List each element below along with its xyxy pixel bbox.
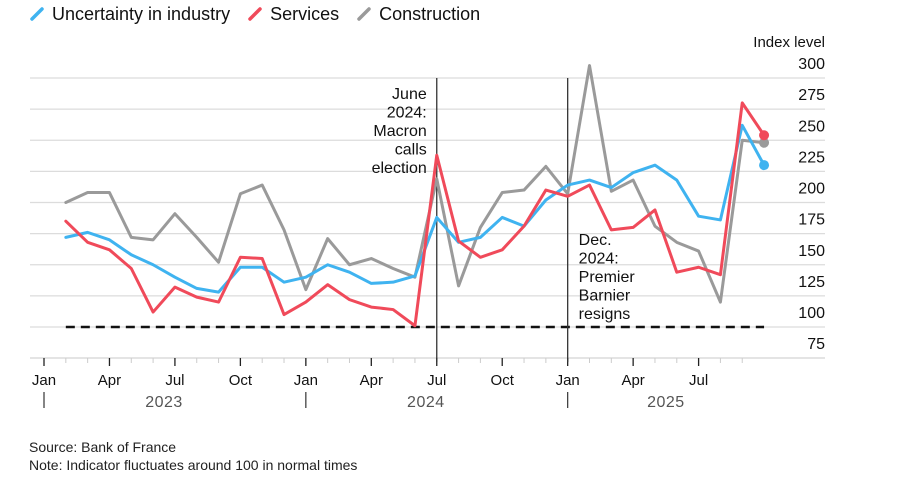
year-label: 2024 [407, 394, 445, 411]
series-line-uncertainty-in-industry [64, 123, 766, 294]
annotation-text: calls [395, 142, 427, 159]
y-tick-label: 275 [798, 87, 825, 104]
legend-item: Services [248, 4, 339, 25]
y-tick-label: 250 [798, 118, 825, 135]
x-tick-label: Apr [360, 372, 383, 389]
legend-item: Construction [357, 4, 480, 25]
line-chart: Index level 300 275 250 225 200 175 150 125 100 75… [30, 34, 825, 411]
x-axis: Jan Apr Jul Oct Jan Apr Jul Oct Jan Apr Jul 2023 202… [30, 357, 825, 411]
annotation-text: Macron [373, 123, 426, 140]
x-tick-label: Jan [556, 372, 580, 389]
footnote: Note: Indicator fluctuates around 100 in… [29, 457, 358, 473]
legend-label: Uncertainty in industry [52, 3, 231, 24]
annotation-lines [436, 78, 569, 362]
x-tick-label: Jan [294, 372, 318, 389]
x-tick-label: Jul [165, 372, 184, 389]
y-axis-title: Index level [753, 34, 825, 51]
y-tick-label: 100 [798, 305, 825, 322]
series-endpoint-construction [759, 137, 770, 148]
annotation-text: Dec. [579, 232, 612, 249]
y-tick-label: 175 [798, 212, 825, 229]
x-tick-label: Oct [491, 372, 515, 389]
x-tick-label: Jan [32, 372, 56, 389]
y-axis: Index level 300 275 250 225 200 175 150 125 100 75 [753, 34, 825, 353]
annotation-text: Premier [579, 269, 636, 286]
year-label: 2025 [647, 394, 685, 411]
legend-label: Construction [379, 3, 481, 24]
series-group [64, 64, 770, 328]
y-tick-label: 225 [798, 149, 825, 166]
chart-footer: Source: Bank of France Note: Indicator f… [29, 438, 357, 474]
gridlines [30, 77, 825, 328]
source-note: Source: Bank of France [29, 439, 177, 455]
x-tick-label: Jul [427, 372, 446, 389]
x-tick-label: Jul [689, 372, 708, 389]
y-tick-label: 75 [807, 336, 825, 353]
y-tick-label: 300 [798, 56, 825, 73]
year-label: 2023 [145, 394, 183, 411]
annotation-text: election [372, 160, 427, 177]
x-tick-label: Apr [621, 372, 644, 389]
legend: Uncertainty in industry Services Construct… [30, 2, 498, 26]
series-line-services [64, 101, 766, 328]
legend-swatch-icon [357, 7, 371, 21]
annotation-text: June [392, 86, 427, 103]
series-endpoint-uncertainty-in-industry [759, 160, 770, 171]
y-tick-label: 200 [798, 181, 825, 198]
legend-swatch-icon [248, 7, 262, 21]
legend-item: Uncertainty in industry [30, 4, 230, 25]
x-tick-label: Apr [98, 372, 121, 389]
annotation-text: 2024: [579, 251, 619, 268]
annotation-texts: June2024:MacroncallselectionDec.2024:Pre… [372, 86, 636, 323]
y-tick-label: 125 [798, 274, 825, 291]
annotation-text: Barnier [579, 288, 631, 305]
legend-swatch-icon [30, 7, 44, 21]
y-tick-label: 150 [798, 243, 825, 260]
x-tick-label: Oct [229, 372, 253, 389]
legend-label: Services [270, 3, 340, 24]
annotation-text: resigns [579, 306, 631, 323]
series-endpoint-services [759, 130, 770, 141]
annotation-text: 2024: [387, 105, 427, 122]
